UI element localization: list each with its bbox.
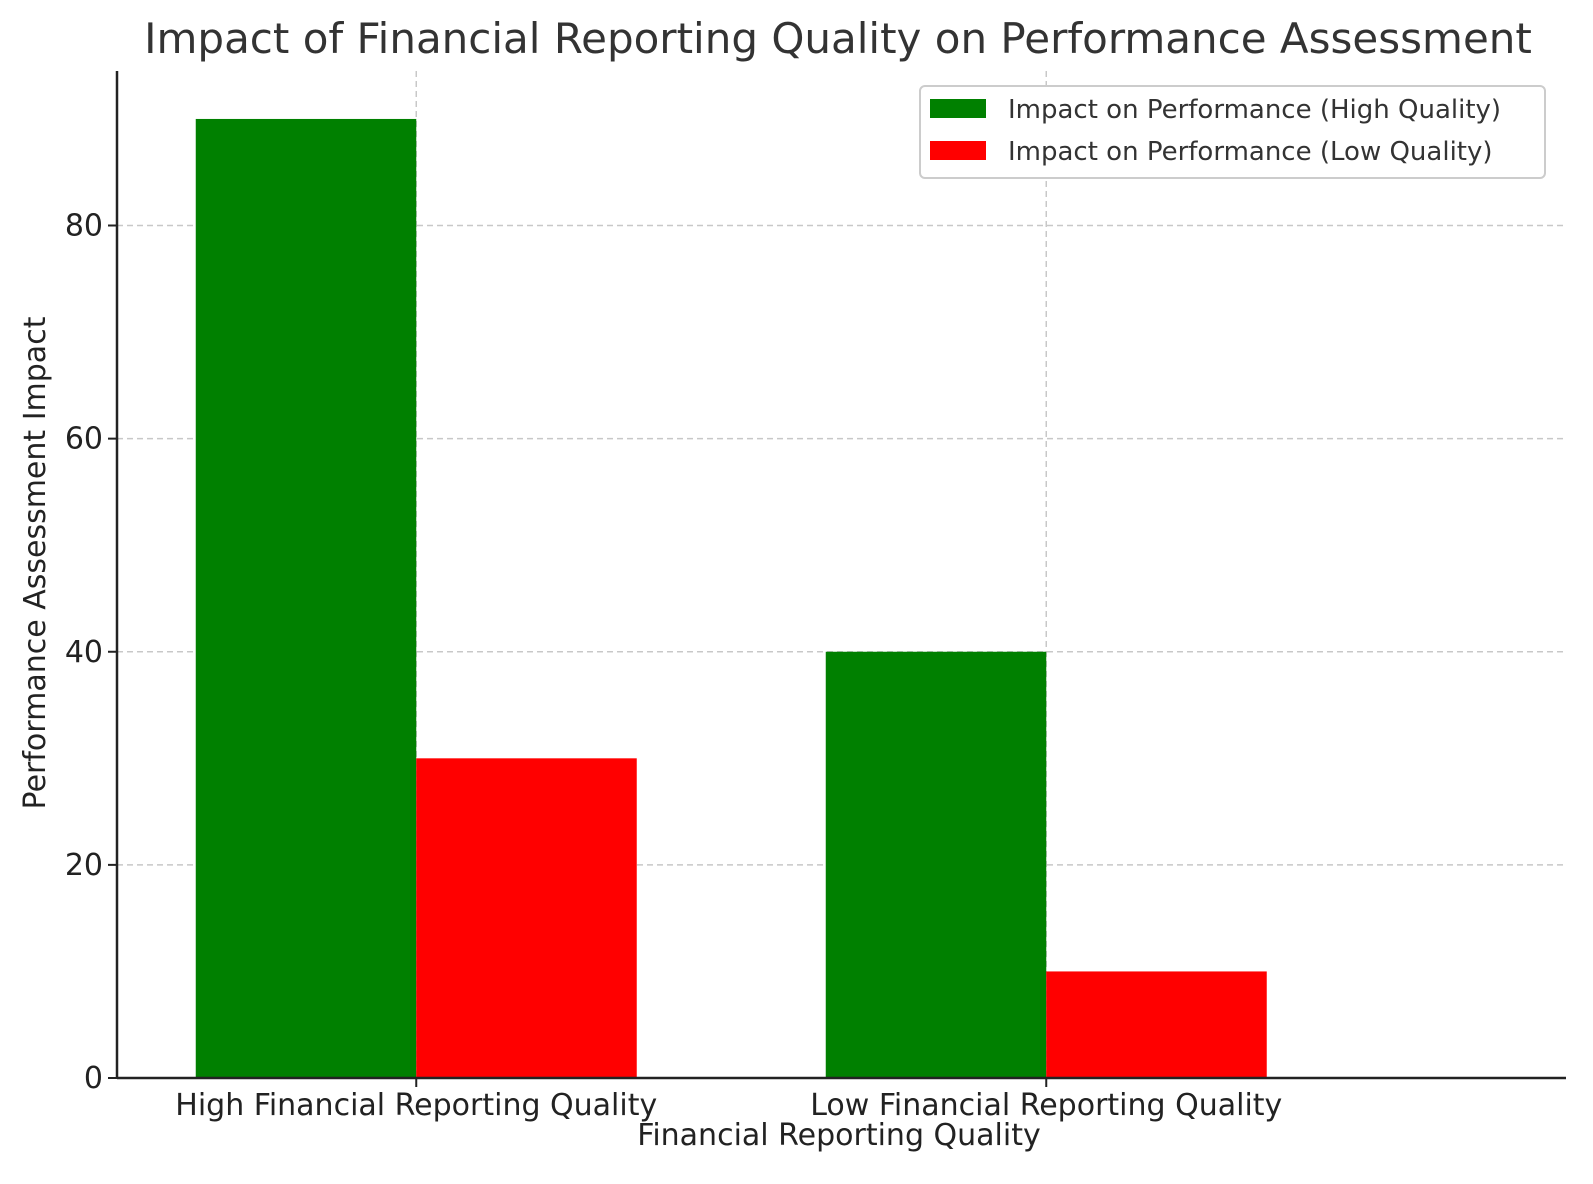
y-tick-label: 40 bbox=[65, 635, 103, 670]
y-tick-label: 0 bbox=[84, 1061, 103, 1096]
legend-swatch-high-quality bbox=[930, 99, 986, 118]
x-tick-label: Low Financial Reporting Quality bbox=[810, 1088, 1282, 1123]
bar-high-quality-low-reporting bbox=[825, 651, 1047, 1078]
legend-frame bbox=[919, 85, 1546, 179]
bar-low-quality-low-reporting bbox=[1046, 971, 1267, 1078]
legend-label-high-quality: Impact on Performance (High Quality) bbox=[1008, 95, 1501, 125]
bar-high-quality-high-reporting bbox=[195, 118, 417, 1078]
legend: Impact on Performance (High Quality) Imp… bbox=[919, 85, 1546, 179]
bars-layer bbox=[195, 118, 1267, 1078]
y-tick-label: 80 bbox=[65, 209, 103, 244]
y-tick-label: 60 bbox=[65, 422, 103, 457]
chart-title: Impact of Financial Reporting Quality on… bbox=[144, 14, 1532, 63]
y-axis-label: Performance Assessment Impact bbox=[18, 316, 53, 809]
legend-swatch-low-quality bbox=[930, 141, 986, 160]
bar-low-quality-high-reporting bbox=[416, 758, 637, 1078]
y-tick-label: 20 bbox=[65, 848, 103, 883]
x-tick-label: High Financial Reporting Quality bbox=[175, 1088, 657, 1123]
legend-label-low-quality: Impact on Performance (Low Quality) bbox=[1008, 137, 1493, 167]
axes-layer: 0 20 40 60 80 High Financial Reporting Qualit… bbox=[65, 71, 1566, 1123]
x-axis-label: Financial Reporting Quality bbox=[637, 1118, 1040, 1153]
